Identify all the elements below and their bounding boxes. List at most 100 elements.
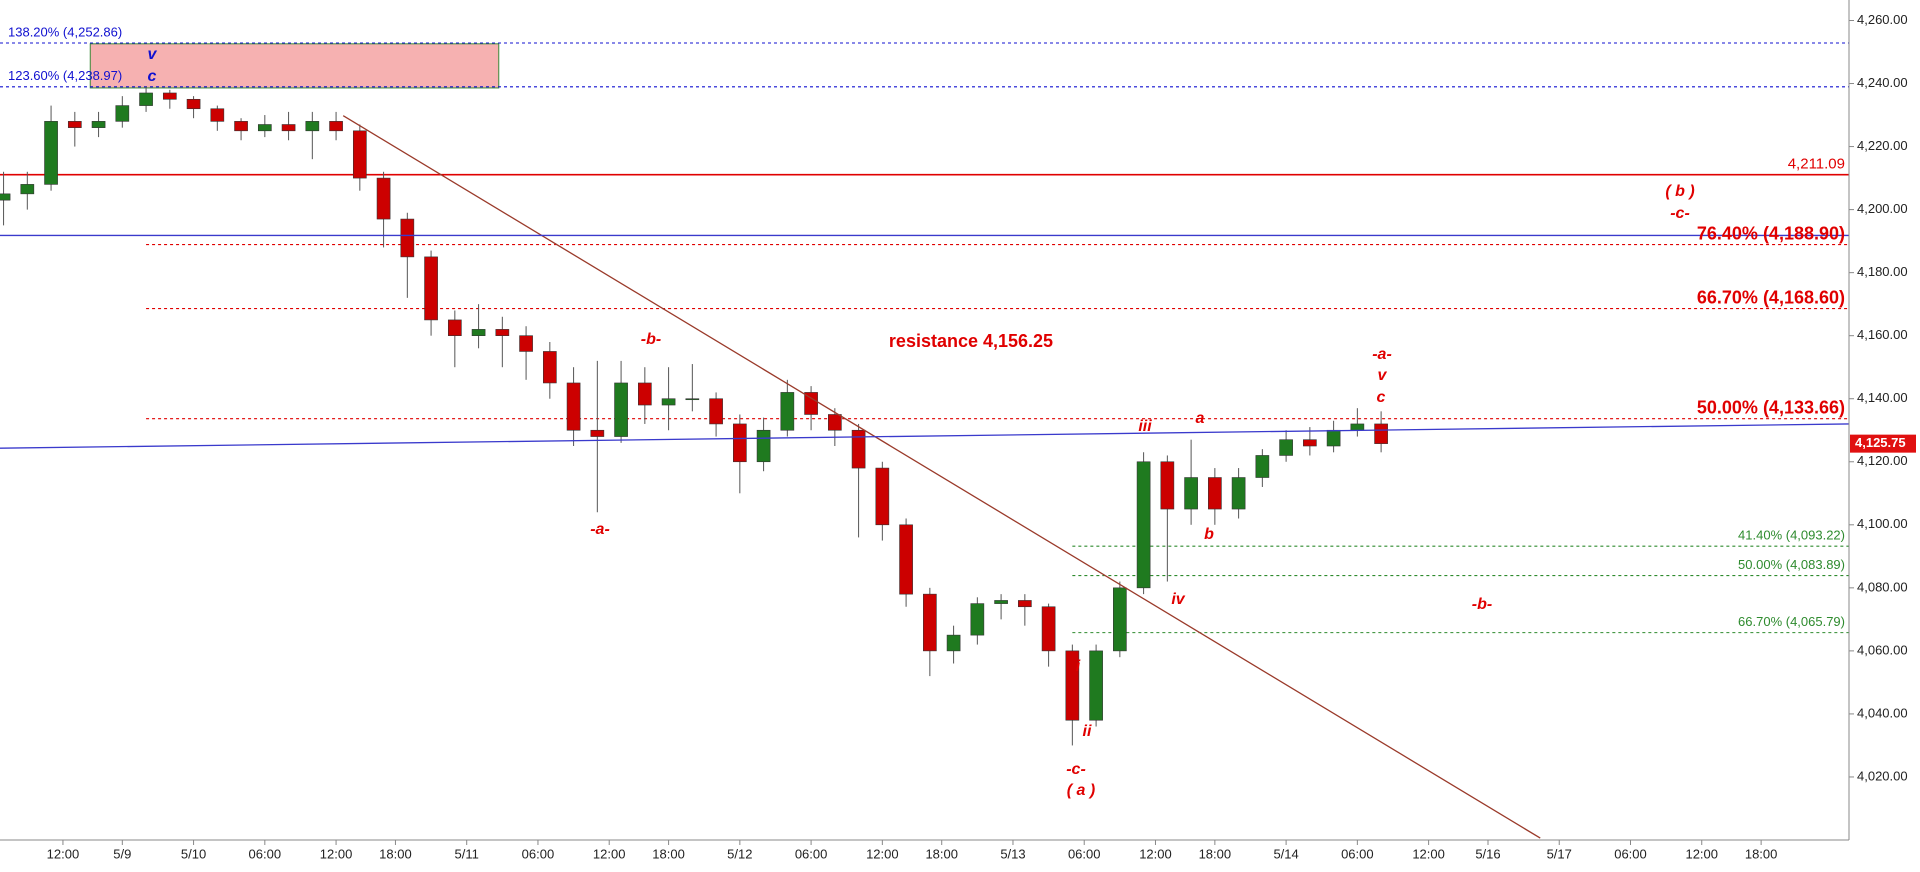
y-tick-label: 4,200.00 [1857,201,1908,216]
x-tick-label: 06:00 [1068,846,1101,861]
candle-body [400,218,415,258]
x-tick-label: 5/16 [1475,846,1500,861]
level-label: 50.00% (4,133.66) [1697,397,1845,417]
candle-body [1255,455,1270,478]
candle-body [495,329,510,336]
candle-body [638,382,652,406]
x-tick-label: 5/9 [113,846,131,861]
x-tick-label: 5/10 [181,846,206,861]
candle-body [542,351,557,384]
x-tick-label: 5/17 [1547,846,1572,861]
y-tick-label: 4,160.00 [1857,327,1908,342]
candle-body [804,392,818,415]
candle-body [424,256,438,321]
x-tick-label: 12:00 [1685,846,1718,861]
candle-body [899,524,913,595]
candle-body [756,429,771,463]
candle-body [851,429,866,469]
level-label: 66.70% (4,168.60) [1697,287,1845,307]
wave-label: -c- [1066,761,1086,778]
axes-layer: 4,020.00 4,040.00 4,060.00 4,080.00 4,100.00… [47,12,1916,861]
x-tick-label: 5/13 [1000,846,1025,861]
labels-layer: resistance 4,156.25 138.20% (4,252.86) 12… [8,24,1845,799]
x-tick-label: 18:00 [379,846,412,861]
candle-body [1208,477,1222,510]
candle-body [709,398,723,425]
candle-body [234,121,248,132]
candle-body [376,177,391,220]
candles-layer [0,86,1388,746]
level-label: 138.20% (4,252.86) [8,24,122,39]
candle-body [1160,461,1175,510]
wave-label: c [148,68,157,85]
y-tick-label: 4,120.00 [1857,453,1908,468]
x-tick-label: 06:00 [249,846,282,861]
candle-body [44,121,58,185]
candle-body [566,382,581,431]
candle-body [780,392,795,431]
level-label: 66.70% (4,065.79) [1738,614,1845,629]
level-label: 123.60% (4,238.97) [8,68,122,83]
x-tick-label: 12:00 [47,846,80,861]
level-label: 50.00% (4,083.89) [1738,557,1845,572]
x-tick-label: 5/14 [1273,846,1298,861]
wave-label: ii [1083,723,1092,740]
candle-body [994,600,1008,604]
candle-body [614,382,628,437]
y-tick-label: 4,080.00 [1857,579,1908,594]
level-label: 76.40% (4,188.90) [1697,223,1845,243]
candle-body [1018,600,1032,608]
x-tick-label: 06:00 [1614,846,1647,861]
x-tick-label: 18:00 [1199,846,1232,861]
zone-layer [89,43,500,89]
candle-body [210,108,225,122]
candle-body [447,319,462,336]
wave-label: iii [1138,418,1152,435]
level-label: 4,211.09 [1788,156,1845,173]
x-tick-label: 12:00 [593,846,626,861]
y-tick-label: 4,040.00 [1857,705,1908,720]
candle-body [1065,650,1080,721]
candle-body [281,124,296,132]
candle-body [1279,439,1293,456]
candle-body [946,634,961,652]
x-tick-label: 5/12 [727,846,752,861]
x-tick-label: 06:00 [1341,846,1374,861]
candle-body [115,105,130,122]
target-zone [89,43,500,89]
wave-label: iv [1171,591,1185,608]
wave-label: a [1196,410,1205,427]
candle-body [970,603,985,636]
wave-label: -b- [641,331,661,348]
x-tick-label: 06:00 [522,846,555,861]
x-tick-label: 18:00 [1745,846,1778,861]
wave-label: ( a ) [1067,782,1095,799]
x-tick-label: 12:00 [866,846,899,861]
wave-label: c [1377,389,1386,406]
candle-body [519,335,533,352]
candle-body [661,398,676,406]
candle-body [471,329,486,336]
candle-body [685,398,700,401]
candle-body [329,121,343,132]
wave-label: -c- [1670,205,1690,222]
wave-label: -a- [590,521,610,538]
y-tick-label: 4,140.00 [1857,390,1908,405]
x-tick-label: 06:00 [795,846,828,861]
candle-body [1303,439,1317,447]
candle-body [1231,477,1246,510]
level-label: 41.40% (4,093.22) [1738,528,1845,543]
candle-body [139,92,153,106]
candle-body [1136,461,1151,589]
candle-body [923,593,937,652]
candle-body [20,184,35,195]
x-tick-label: 12:00 [1139,846,1172,861]
wave-label: v [1378,367,1388,384]
y-tick-label: 4,100.00 [1857,516,1908,531]
candle-body [0,193,11,201]
candle-body [162,92,177,100]
candle-body [257,124,272,132]
candle-body [1350,423,1365,431]
last-price-label: 4,125.75 [1855,435,1906,450]
